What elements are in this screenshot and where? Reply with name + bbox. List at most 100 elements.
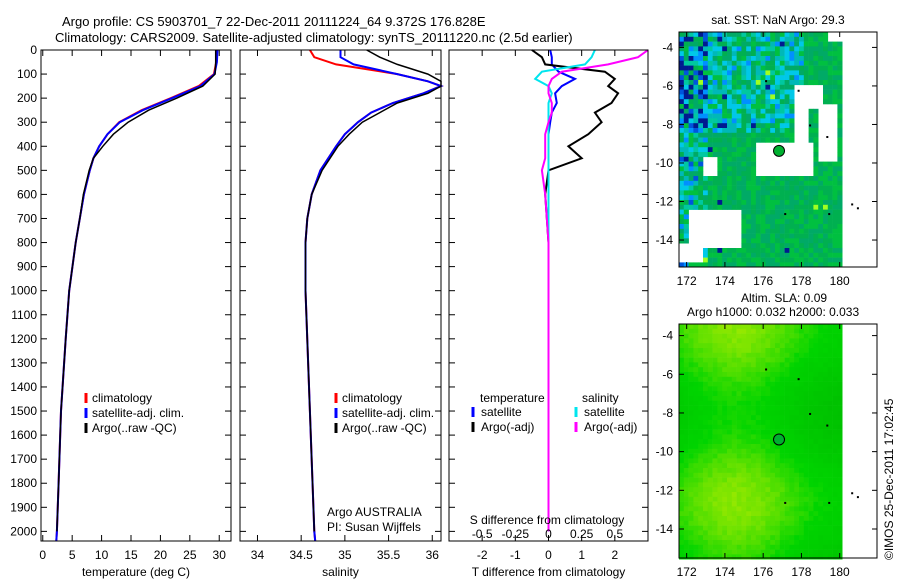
lon-tick-label: 176 xyxy=(753,274,773,288)
island-mark xyxy=(797,89,800,92)
series-line-salinity-argo-adj- xyxy=(540,49,649,532)
legend-label: Argo(-adj) xyxy=(584,420,637,434)
series-line-satellite-adj-clim- xyxy=(304,50,444,542)
y-tick-label: 600 xyxy=(17,187,37,201)
island-mark xyxy=(809,412,812,415)
island-mark xyxy=(765,368,768,371)
lat-tick-label: -8 xyxy=(662,406,673,420)
x-tick-label: 20 xyxy=(154,548,168,562)
lon-tick-label: 172 xyxy=(677,565,697,579)
x-axis-label: salinity xyxy=(322,565,359,579)
sla-map: 172 174 176 178 180 -4 -6 -8 -10 -12 -14 Altim. SLA… xyxy=(656,291,878,579)
s-tick-label: 0 xyxy=(545,527,552,541)
x-tick-label: 35 xyxy=(338,548,352,562)
y-tick-label: 1900 xyxy=(10,500,37,514)
x-tick-label: 15 xyxy=(124,548,138,562)
annotation-agency: Argo AUSTRALIA xyxy=(327,505,422,519)
s-difference-label: S difference from climatology xyxy=(470,513,625,527)
salinity-panel: 34 34.5 35 35.5 36 salinity climatologysatelli… xyxy=(239,49,444,579)
lat-tick-label: -14 xyxy=(656,233,674,247)
sla-cells xyxy=(679,324,843,560)
x-tick-label: 25 xyxy=(183,548,197,562)
axes-frame xyxy=(239,49,442,542)
legend-header-temperature: temperature xyxy=(480,391,545,405)
x-axis-label: temperature (deg C) xyxy=(82,565,190,579)
lon-tick-label: 178 xyxy=(791,274,811,288)
series-line-salinity-satellite xyxy=(533,49,596,532)
lat-tick-label: -4 xyxy=(662,329,673,343)
annotation-pi: PI: Susan Wijffels xyxy=(327,520,421,534)
lat-tick-label: -10 xyxy=(656,445,674,459)
series-line-climatology xyxy=(304,49,444,542)
title-line-1: Argo profile: CS 5903701_7 22-Dec-2011 2… xyxy=(62,14,486,29)
series-line-temperature-satellite xyxy=(547,49,578,532)
legend-label: Argo(..raw -QC) xyxy=(92,421,177,435)
x-tick-label: 30 xyxy=(213,548,227,562)
map-frame xyxy=(678,323,878,559)
island-mark xyxy=(851,492,854,495)
sla-map-subtitle: Argo h1000: 0.032 h2000: 0.033 xyxy=(687,305,859,319)
x-tick-label: 2 xyxy=(611,548,618,562)
legend-label: Argo(-adj) xyxy=(481,420,534,434)
x-tick-label: 10 xyxy=(95,548,109,562)
y-tick-label: 1300 xyxy=(10,356,37,370)
legend-label: satellite-adj. clim. xyxy=(342,406,434,420)
lat-tick-label: -8 xyxy=(662,117,673,131)
legend-label: satellite xyxy=(584,405,625,419)
x-tick-label: 35.5 xyxy=(377,548,401,562)
x-tick-label: 0 xyxy=(545,548,552,562)
legend-label: climatology xyxy=(92,391,152,405)
axes-frame xyxy=(40,49,232,542)
y-tick-label: 1800 xyxy=(10,476,37,490)
x-tick-label: 36 xyxy=(426,548,440,562)
sla-map-title: Altim. SLA: 0.09 xyxy=(741,291,827,305)
title-line-2: Climatology: CARS2009. Satellite-adjuste… xyxy=(55,30,573,45)
island-mark xyxy=(851,203,854,206)
y-tick-label: 1000 xyxy=(10,284,37,298)
series-line-satellite-adj-clim- xyxy=(55,49,219,542)
legend-label: satellite-adj. clim. xyxy=(92,406,184,420)
lat-tick-label: -14 xyxy=(656,522,674,536)
series-line-temperature-argo-adj- xyxy=(531,49,620,532)
s-tick-label: 0.25 xyxy=(570,527,594,541)
legend-label: climatology xyxy=(342,391,402,405)
x-tick-label: 34.5 xyxy=(289,548,313,562)
island-mark xyxy=(856,207,859,210)
argo-position-marker xyxy=(773,144,786,157)
lon-tick-label: 176 xyxy=(753,565,773,579)
y-tick-label: 1600 xyxy=(10,428,37,442)
island-mark xyxy=(784,501,787,504)
sst-cells xyxy=(679,32,843,268)
lat-tick-label: -10 xyxy=(656,156,674,170)
series-line-argo-raw-qc- xyxy=(304,49,442,532)
island-mark xyxy=(809,124,812,127)
s-tick-label: -0.25 xyxy=(502,527,530,541)
legend-header-salinity: salinity xyxy=(582,391,619,405)
x-tick-label: -2 xyxy=(477,548,488,562)
island-mark xyxy=(765,80,768,83)
island-mark xyxy=(828,213,831,216)
legend-label: satellite xyxy=(481,405,522,419)
y-tick-label: 200 xyxy=(17,91,37,105)
x-tick-label: 0 xyxy=(39,548,46,562)
island-mark xyxy=(797,378,800,381)
x-tick-label: 34 xyxy=(251,548,265,562)
difference-panel: -2 -1 0 1 2 T difference from climatology temp… xyxy=(448,49,649,579)
lon-tick-label: 180 xyxy=(830,565,850,579)
argo-position-marker xyxy=(773,433,786,446)
island-mark xyxy=(826,136,829,139)
x-tick-label: 1 xyxy=(578,548,585,562)
series-line-argo-raw-qc- xyxy=(56,50,217,532)
lat-tick-label: -12 xyxy=(656,483,674,497)
sst-map-title: sat. SST: NaN Argo: 29.3 xyxy=(711,13,845,27)
lat-tick-label: -4 xyxy=(662,40,673,54)
lon-tick-label: 172 xyxy=(677,274,697,288)
y-tick-label: 1500 xyxy=(10,404,37,418)
temperature-panel: 0 5 10 15 20 25 300100200300400500600700800900… xyxy=(10,43,232,579)
y-tick-label: 300 xyxy=(17,115,37,129)
x-tick-label: 5 xyxy=(69,548,76,562)
sst-map: 172 174 176 178 180 -4 -6 -8 -10 -12 -14 sat. SST: … xyxy=(656,13,878,288)
y-tick-label: 700 xyxy=(17,211,37,225)
y-tick-label: 800 xyxy=(17,236,37,250)
